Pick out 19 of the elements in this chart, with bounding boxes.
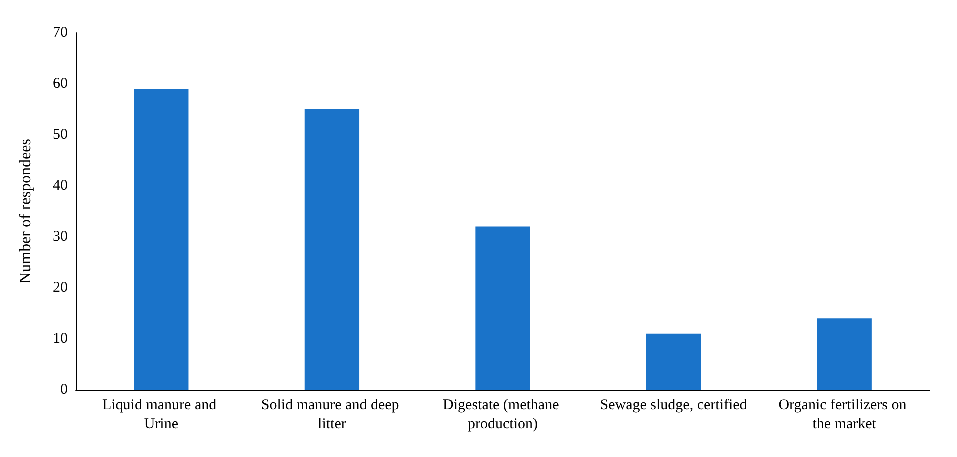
x-tick-label: Solid manure and deep litter [261,398,404,432]
y-tick-label: 60 [53,76,68,92]
x-tick-label: Digestate (methane production) [443,398,563,432]
y-tick-label: 40 [53,178,68,194]
y-tick-label: 70 [53,25,68,41]
y-tick-label: 30 [53,229,68,245]
y-tick-label: 0 [60,382,68,398]
y-tick-label: 20 [53,280,68,296]
y-tick-label: 10 [53,331,68,347]
bar [646,334,702,390]
bar [304,110,360,390]
bar [817,318,872,390]
x-tick-label: Liquid manure and Urine [102,398,220,432]
bar [476,226,530,390]
y-tick-label: 50 [53,127,68,143]
x-tick-label: Sewage sludge, certified [600,398,748,414]
x-tick-label: Organic fertilizers on the market [778,398,910,432]
bar [134,89,189,390]
y-axis-title: Number of respondees [18,139,34,284]
